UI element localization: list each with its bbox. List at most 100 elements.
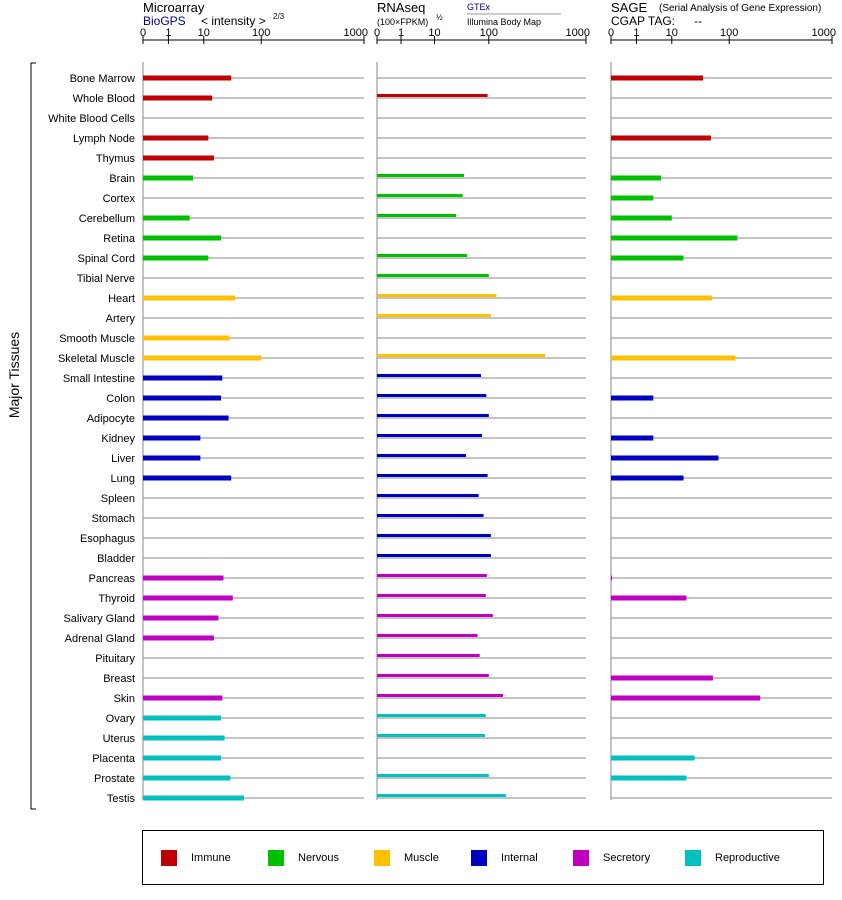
tissue-label: Ovary <box>106 713 136 725</box>
legend-item: Reproductive <box>685 849 780 867</box>
microarray-tick-label: 1 <box>165 27 171 39</box>
sage-bar <box>611 435 654 441</box>
legend-swatch <box>268 850 284 866</box>
legend-label: Nervous <box>298 852 339 864</box>
microarray-bar <box>143 155 214 161</box>
legend-label: Muscle <box>404 852 439 864</box>
tissue-label: Lymph Node <box>73 133 135 145</box>
y-axis-label: Major Tissues <box>6 332 22 418</box>
rnaseq-bar <box>377 714 486 717</box>
tissue-label: Stomach <box>92 513 135 525</box>
sage-subtitle: (Serial Analysis of Gene Expression) <box>659 3 821 14</box>
tissue-label: Prostate <box>94 773 135 785</box>
sage-bar <box>611 455 719 461</box>
rnaseq-title: RNAseq <box>377 0 425 15</box>
tissue-label: Heart <box>108 293 135 305</box>
rnaseq-bar <box>377 214 457 217</box>
microarray-bar <box>143 355 262 361</box>
microarray-bar <box>143 235 222 241</box>
rnaseq-bar <box>377 314 491 317</box>
rnaseq-bar <box>377 394 487 397</box>
cgap-tag-label: CGAP TAG: <box>611 14 675 28</box>
fpkm-label: (100×FPKM) <box>377 17 428 27</box>
rnaseq-bar <box>377 594 486 597</box>
rnaseq-bar <box>377 494 479 497</box>
microarray-bar <box>143 375 223 381</box>
sage-tick-label: 100 <box>720 27 738 39</box>
rnaseq-bar <box>377 514 484 517</box>
microarray-bar <box>143 715 222 721</box>
tissue-label: Colon <box>106 393 135 405</box>
microarray-bar <box>143 735 225 741</box>
tissue-label: Thyroid <box>98 593 135 605</box>
microarray-tick-label: 0 <box>140 27 146 39</box>
sage-tick-label: 10 <box>666 27 678 39</box>
rnaseq-tick-label: 1 <box>398 27 404 39</box>
microarray-bar <box>143 615 219 621</box>
microarray-bar <box>143 755 222 761</box>
rnaseq-bar <box>377 374 482 377</box>
rnaseq-bar <box>377 774 489 777</box>
sage-bar <box>611 175 662 181</box>
rnaseq-bar <box>377 434 483 437</box>
intensity-label: < intensity > <box>201 14 266 28</box>
microarray-bar <box>143 635 214 641</box>
sage-bar <box>611 395 654 401</box>
tissue-label: Whole Blood <box>73 93 135 105</box>
rnaseq-bar <box>377 354 546 357</box>
tissue-label: Bladder <box>97 553 135 565</box>
rnaseq-bar <box>377 474 488 477</box>
tissue-label: Artery <box>106 313 136 325</box>
microarray-bar <box>143 135 209 141</box>
microarray-bar <box>143 595 233 601</box>
gtex-source: GTEx <box>467 2 491 12</box>
sage-bar <box>611 295 712 301</box>
tissue-label: White Blood Cells <box>48 113 135 125</box>
microarray-bar <box>143 95 213 101</box>
tissue-label: Pituitary <box>95 653 135 665</box>
tissue-label: Testis <box>107 793 136 805</box>
legend-swatch <box>374 850 390 866</box>
rnaseq-bar <box>377 274 489 277</box>
rnaseq-bar <box>377 614 493 617</box>
microarray-bar <box>143 575 224 581</box>
tissue-label: Spleen <box>101 493 135 505</box>
rnaseq-bar <box>377 634 478 637</box>
legend-label: Reproductive <box>715 852 780 864</box>
rnaseq-bar <box>377 674 489 677</box>
tissue-label: Skeletal Muscle <box>58 353 135 365</box>
tissue-label: Brain <box>109 173 135 185</box>
microarray-bar <box>143 295 236 301</box>
microarray-bar <box>143 775 231 781</box>
rnaseq-bar <box>377 414 489 417</box>
rnaseq-bar <box>377 694 504 697</box>
sage-bar <box>611 595 687 601</box>
microarray-tick-label: 1000 <box>344 27 368 39</box>
microarray-tick-label: 100 <box>252 27 270 39</box>
sage-bar <box>611 235 738 241</box>
tissue-label: Spinal Cord <box>78 253 135 265</box>
legend-item: Internal <box>471 849 538 867</box>
sage-bar <box>611 695 761 701</box>
legend-item: Nervous <box>268 849 339 867</box>
intensity-exponent: 2/3 <box>273 12 285 21</box>
sage-bar <box>611 475 684 481</box>
rnaseq-bar <box>377 254 468 257</box>
tissue-label: Lung <box>111 473 135 485</box>
rnaseq-bar <box>377 454 466 457</box>
rnaseq-bar <box>377 194 463 197</box>
illumina-source: Illumina Body Map <box>467 17 541 27</box>
legend-swatch <box>685 850 701 866</box>
legend-swatch <box>573 850 589 866</box>
microarray-bar <box>143 75 232 81</box>
cgap-tag-value: -- <box>694 14 702 28</box>
microarray-bar <box>143 175 194 181</box>
microarray-tick-label: 10 <box>198 27 210 39</box>
tissue-label: Retina <box>103 233 136 245</box>
tissue-label: Tibial Nerve <box>77 273 135 285</box>
tissue-label: Pancreas <box>89 573 136 585</box>
legend-label: Internal <box>501 852 538 864</box>
rnaseq-tick-label: 0 <box>374 27 380 39</box>
rnaseq-tick-label: 10 <box>428 27 440 39</box>
sage-bar <box>611 75 704 81</box>
